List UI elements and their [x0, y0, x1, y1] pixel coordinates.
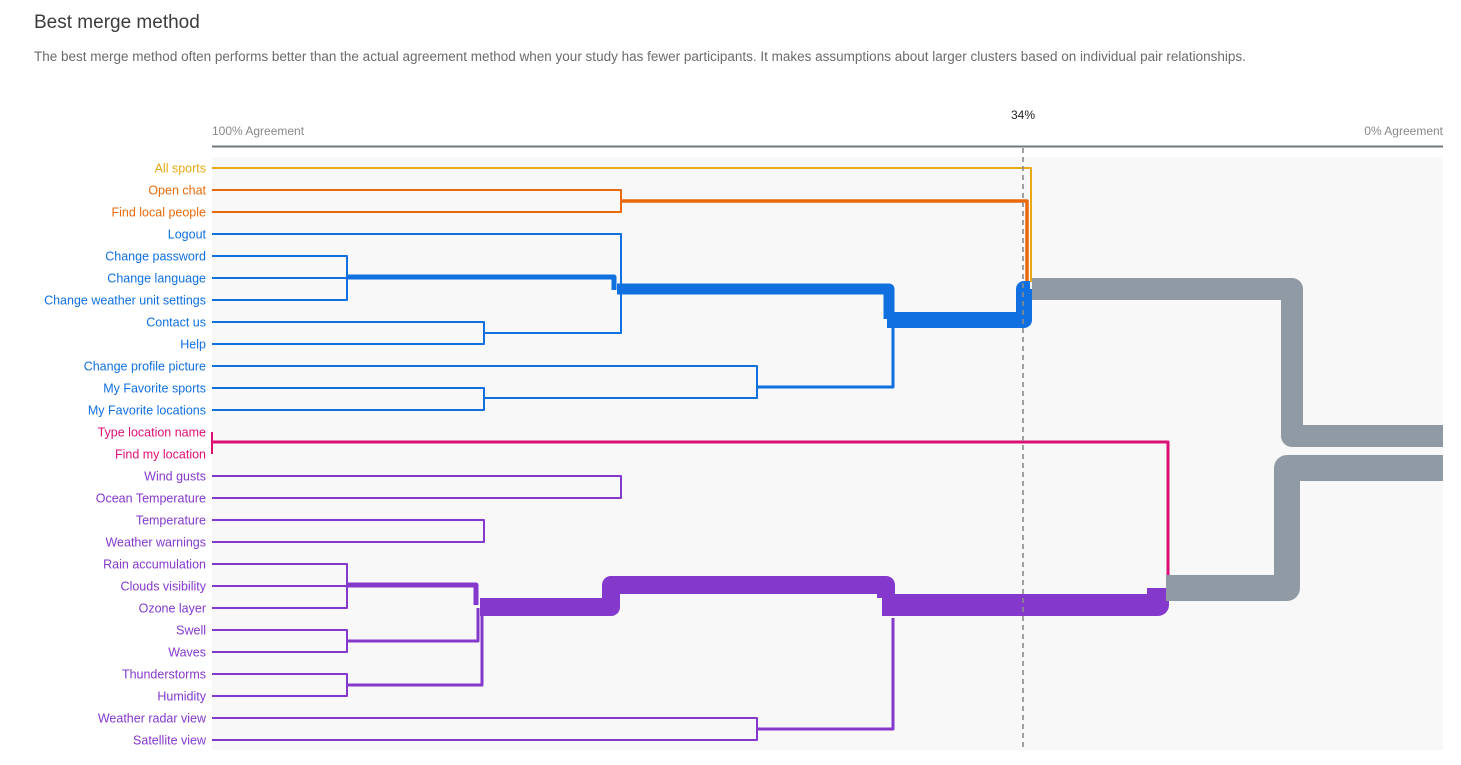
branch-blue-main-merge: [887, 281, 1032, 328]
leaf-label: Satellite view: [133, 734, 207, 748]
leaf-label: Weather warnings: [105, 536, 206, 550]
leaf-label: Weather radar view: [98, 712, 207, 726]
leaf-label: Rain accumulation: [103, 558, 206, 572]
branch-purple-upper-merge: [480, 576, 895, 616]
plot-background: [212, 157, 1443, 750]
leaf-label: Help: [180, 338, 206, 352]
section-title: Best merge method: [34, 12, 200, 33]
leaf-label: All sports: [155, 162, 206, 176]
branch-root-upper: [1032, 278, 1443, 447]
leaf-label: My Favorite locations: [88, 404, 206, 418]
leaf-label: Waves: [168, 646, 206, 660]
leaf-label: Wind gusts: [144, 470, 206, 484]
leaf-label: Change weather unit settings: [44, 294, 206, 308]
branch-blue-lower-merge: [757, 322, 895, 389]
branch-swell-group-link: [347, 608, 480, 643]
leaf-label: My Favorite sports: [103, 382, 206, 396]
leaf-label: Change profile picture: [84, 360, 206, 374]
axis-left-label: 100% Agreement: [212, 124, 305, 138]
leaf-label: Ozone layer: [139, 602, 206, 616]
leaf-label: Swell: [176, 624, 206, 638]
branch-profile-group: [212, 365, 758, 399]
dendrogram-branches: [211, 167, 1443, 741]
leaf-label: Humidity: [157, 690, 206, 704]
branch-orange-merge: [621, 199, 1029, 282]
leaf-label: Temperature: [136, 514, 206, 528]
axis-right-label: 0% Agreement: [1364, 124, 1443, 138]
branch-wind-ocean: [212, 475, 622, 499]
branch-blue-upper-merge: [617, 283, 895, 319]
leaf-label: Open chat: [148, 184, 206, 198]
leaf-label: Type location name: [98, 426, 206, 440]
branch-temp-warnings: [212, 519, 485, 543]
branch-thunder-group-link: [347, 608, 484, 687]
branch-root-lower: [1166, 455, 1443, 601]
branch-settings-merge: [347, 274, 617, 290]
leaf-label: Ocean Temperature: [96, 492, 206, 506]
leaf-label: Thunderstorms: [122, 668, 206, 682]
branch-rain-group-link: [347, 582, 479, 605]
leaf-label: Find local people: [111, 206, 206, 220]
leaf-label: Logout: [168, 228, 207, 242]
leaf-labels: All sports Open chat Find local people Logo…: [44, 162, 207, 748]
branch-radar-link: [757, 618, 895, 731]
branch-pink-merge: [212, 440, 1170, 585]
section-description: The best merge method often performs bet…: [34, 49, 1246, 64]
leaf-label: Find my location: [115, 448, 206, 462]
threshold-label: 34%: [1011, 108, 1035, 122]
leaf-label: Change language: [107, 272, 206, 286]
branch-all-sports: [212, 167, 1032, 282]
leaf-label: Clouds visibility: [121, 580, 207, 594]
leaf-label: Change password: [105, 250, 206, 264]
branch-purple-main-merge: [882, 588, 1169, 616]
leaf-label: Contact us: [146, 316, 206, 330]
